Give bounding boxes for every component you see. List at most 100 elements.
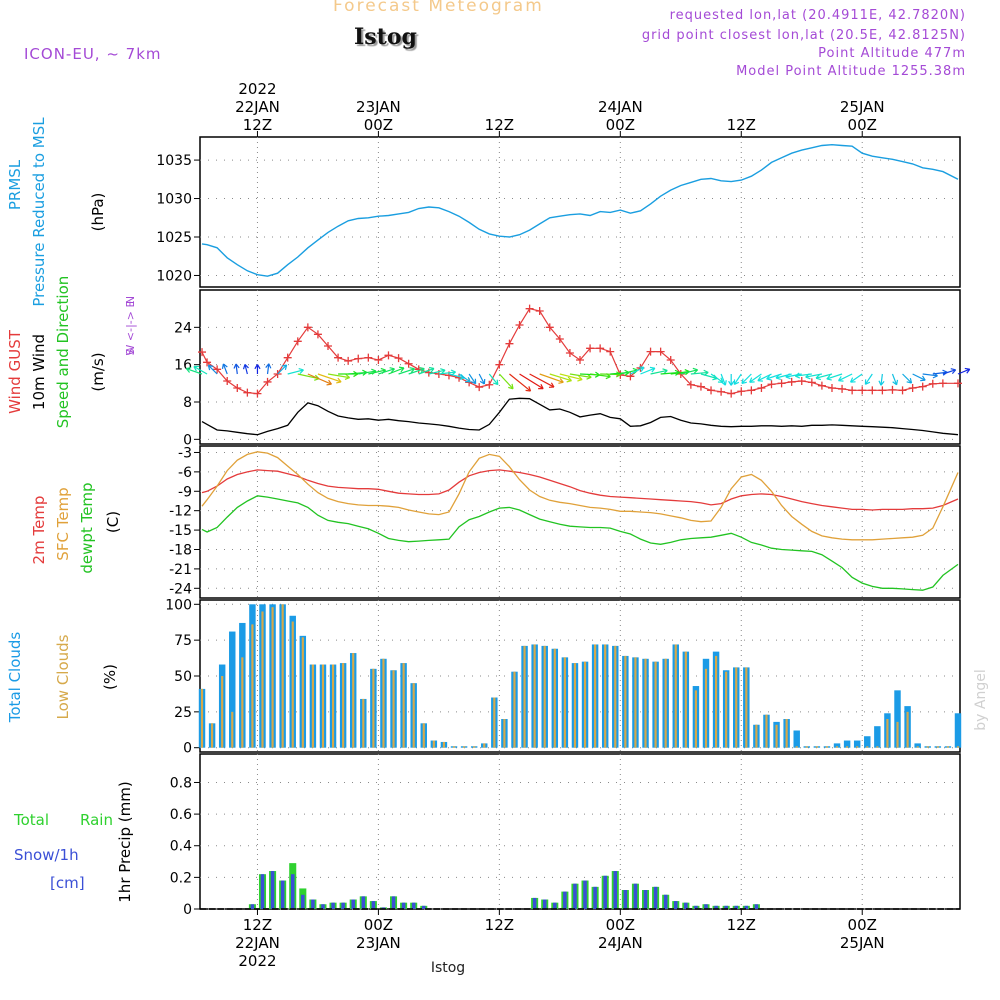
gust-marker [253, 389, 262, 398]
bar-low-clouds [936, 746, 939, 748]
gust-marker [495, 360, 504, 369]
gust-marker [565, 349, 574, 357]
label-total-clouds: Total Clouds [6, 632, 24, 724]
bar-low-clouds [614, 645, 617, 748]
gust-marker [324, 342, 333, 350]
bar-snow [623, 890, 628, 909]
wind-direction-arrow [185, 366, 203, 375]
wind-arrow-shaft [902, 373, 912, 384]
gust-marker [485, 380, 494, 389]
y-tick-label: -9 [178, 484, 192, 500]
wind-arrow-head [741, 378, 747, 385]
time-label-top: 00Z [364, 116, 393, 134]
bar-low-clouds [664, 658, 667, 748]
wind-direction-arrow [488, 373, 499, 386]
gust-marker [313, 330, 322, 339]
y-tick-label: 0 [183, 902, 192, 918]
wind-arrow-shaft [478, 373, 485, 385]
bar-low-clouds [876, 746, 879, 748]
wind-arrow-head [766, 374, 772, 381]
wind-direction-arrow [368, 367, 387, 375]
bar-low-clouds [241, 657, 244, 748]
wind-direction-arrow [242, 363, 249, 375]
wind-arrow-shaft [388, 367, 405, 375]
wind-arrow-shaft [488, 373, 499, 385]
wind-arrow-shaft [912, 373, 926, 381]
label-prmsl: PRMSL [6, 159, 24, 210]
wind-arrow-shaft [193, 366, 208, 375]
bar-snow [744, 905, 749, 909]
wind-arrow-head [692, 367, 699, 374]
bar-low-clouds [755, 724, 758, 748]
y-tick-label: 25 [174, 705, 192, 721]
bar-low-clouds [835, 746, 839, 748]
gust-marker [293, 337, 302, 346]
bar-low-clouds [704, 668, 708, 748]
bar-snow [563, 891, 567, 909]
gust-marker [908, 384, 917, 392]
y-tick-label: -6 [178, 465, 192, 481]
wind-arrow-shaft [700, 373, 718, 380]
wind-arrow-shaft [891, 373, 898, 386]
wind-arrow-head [749, 377, 755, 383]
bar-snow [684, 902, 688, 909]
wind-arrow-shaft [186, 368, 203, 375]
bar-snow [341, 902, 345, 909]
wind-arrow-shaft [569, 373, 592, 378]
wind-arrow-shaft [680, 369, 698, 375]
wind-arrow-head [492, 379, 499, 386]
bar-snow [694, 905, 698, 909]
bar-total-clouds [874, 726, 881, 748]
bar-low-clouds [785, 719, 788, 748]
gust-marker [888, 385, 897, 394]
series-line-2m-temp [201, 469, 959, 511]
gust-marker [757, 384, 766, 392]
y-tick-label: 1030 [156, 192, 192, 208]
gust-marker [515, 321, 524, 329]
bar-low-clouds [402, 663, 405, 748]
wind-arrow-shaft [266, 363, 270, 375]
label-low-clouds: Low Clouds [54, 634, 72, 719]
wind-arrow-shaft [864, 373, 873, 385]
y-tick-label: 50 [174, 669, 192, 685]
wind-arrow-shaft [468, 373, 477, 385]
gust-marker [525, 304, 534, 313]
wind-arrow-head [850, 377, 856, 383]
bar-snow [361, 896, 366, 909]
label-2m-temp: 2m Temp [30, 496, 48, 565]
wind-arrow-shaft [710, 373, 724, 383]
gust-marker [646, 347, 655, 356]
bar-low-clouds [281, 604, 284, 748]
bar-snow [673, 901, 678, 909]
label-hpa: (hPa) [89, 193, 107, 232]
wind-arrow-head [920, 375, 926, 382]
bar-low-clouds [886, 719, 889, 748]
bar-low-clouds [896, 721, 899, 748]
gust-marker [606, 347, 615, 356]
bar-snow [593, 886, 597, 909]
wind-direction-arrow [498, 373, 514, 390]
series-line-prmsl [201, 143, 959, 277]
compass-we: W <-|-> E [124, 301, 137, 356]
model-point-altitude: Model Point Altitude 1255.38m [736, 64, 966, 79]
panel-frame-wind [199, 289, 961, 445]
wind-arrow-head [805, 373, 811, 380]
gust-marker [596, 344, 605, 353]
gust-marker [344, 356, 353, 365]
wind-arrow-shaft [207, 364, 218, 375]
y-tick-label: 100 [165, 597, 192, 613]
label-dewpt-temp: dewpt Temp [78, 482, 96, 573]
point-altitude: Point Altitude 477m [818, 46, 966, 61]
bar-low-clouds [956, 746, 960, 748]
bar-snow [542, 899, 547, 909]
bar-low-clouds [674, 644, 677, 748]
gust-marker [545, 323, 554, 332]
bar-snow [351, 899, 355, 909]
bar-low-clouds [735, 667, 738, 748]
bar-low-clouds [644, 658, 647, 748]
gust-marker [747, 386, 756, 395]
wind-arrow-shaft [850, 373, 863, 383]
wind-direction-arrow [549, 373, 572, 383]
panel-frame-pressure [199, 136, 961, 288]
bar-snow [663, 894, 668, 909]
